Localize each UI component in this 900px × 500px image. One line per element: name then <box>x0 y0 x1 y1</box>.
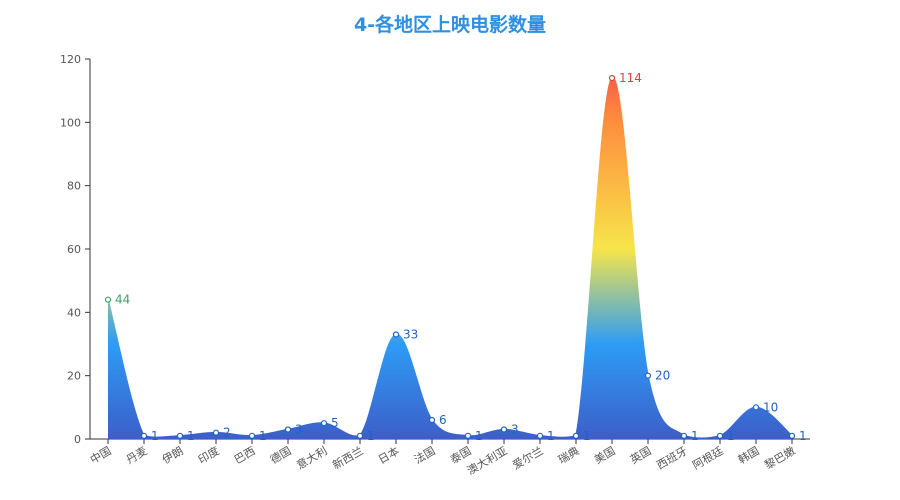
data-point <box>284 426 292 433</box>
data-point <box>248 432 256 439</box>
x-tick-label: 瑞典 <box>555 443 581 466</box>
data-point <box>176 432 184 439</box>
data-label: 5 <box>331 416 339 430</box>
x-tick-label: 西班牙 <box>654 444 689 472</box>
data-label: 33 <box>403 328 418 342</box>
data-labels: 44 1 1 2 1 3 5 1 33 6 1 3 1 1 114 20 1 1 10 1 <box>115 71 807 443</box>
data-label: 3 <box>511 423 519 437</box>
data-label: 3 <box>295 423 303 437</box>
data-point <box>500 426 508 433</box>
data-point <box>104 296 112 303</box>
x-tick-label: 英国 <box>627 443 653 466</box>
y-tick-label: 120 <box>60 53 81 66</box>
x-tick-label: 德国 <box>267 443 293 466</box>
data-point <box>392 331 400 338</box>
data-label: 1 <box>475 429 483 443</box>
y-tick-label: 0 <box>74 433 81 446</box>
x-tick-label: 阿根廷 <box>690 443 726 472</box>
data-points <box>104 74 796 439</box>
x-tick-label: 新西兰 <box>330 443 366 472</box>
data-point <box>788 432 796 439</box>
data-point <box>608 74 616 82</box>
data-label: 1 <box>691 429 699 443</box>
data-point <box>428 416 436 424</box>
y-tick-label: 20 <box>67 370 81 383</box>
data-point <box>572 432 580 439</box>
data-label: 1 <box>547 429 555 443</box>
series <box>107 77 793 440</box>
data-label: 6 <box>439 413 447 427</box>
data-label: 1 <box>259 429 267 443</box>
data-point <box>212 429 220 436</box>
x-tick-label: 伊朗 <box>160 444 186 466</box>
x-tick-label: 美国 <box>592 444 618 466</box>
series-line <box>107 77 793 439</box>
area-fill <box>108 77 792 440</box>
data-point <box>356 432 364 439</box>
data-label: 10 <box>763 400 778 414</box>
x-tick-label: 黎巴嫩 <box>762 443 798 472</box>
y-tick-label: 60 <box>67 243 81 256</box>
data-point <box>752 404 760 411</box>
x-tick-label: 爱尔兰 <box>510 444 545 472</box>
data-label: 1 <box>727 429 735 443</box>
data-label: 2 <box>223 426 231 440</box>
data-point <box>320 420 328 427</box>
data-label: 1 <box>151 429 159 443</box>
data-label: 44 <box>115 293 130 307</box>
x-tick-label: 巴西 <box>232 444 258 466</box>
x-tick-label: 意大利 <box>294 443 330 472</box>
data-point <box>644 372 652 379</box>
y-tick-label: 40 <box>67 306 81 319</box>
data-label: 1 <box>187 429 195 443</box>
y-tick-label: 100 <box>60 116 81 129</box>
data-label: 1 <box>583 429 591 443</box>
data-point <box>536 432 544 439</box>
y-tick-label: 80 <box>67 180 81 193</box>
data-point <box>680 432 688 439</box>
x-tick-label: 日本 <box>375 443 401 466</box>
x-tick-label: 法国 <box>411 443 437 466</box>
x-tick-label: 韩国 <box>735 443 761 466</box>
x-tick-label: 中国 <box>88 444 114 466</box>
chart-title: 4-各地区上映电影数量 <box>353 14 547 36</box>
data-point <box>464 432 472 439</box>
x-tick-label: 印度 <box>195 443 221 466</box>
x-tick-label: 澳大利亚 <box>464 443 509 477</box>
data-label: 1 <box>799 429 807 443</box>
data-label: 20 <box>655 369 670 383</box>
x-tick-label: 丹麦 <box>124 444 150 466</box>
data-point <box>140 432 148 439</box>
data-label: 1 <box>367 429 375 443</box>
data-point <box>716 432 724 439</box>
data-label: 114 <box>619 71 642 85</box>
